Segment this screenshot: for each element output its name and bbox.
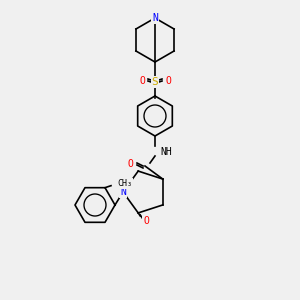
- Text: S: S: [152, 77, 158, 87]
- Text: NH: NH: [160, 147, 172, 157]
- Text: N: N: [120, 187, 126, 197]
- Text: O: O: [127, 159, 133, 169]
- Text: O: O: [165, 76, 171, 86]
- Text: CH₃: CH₃: [117, 179, 132, 188]
- Text: N: N: [152, 13, 158, 23]
- Text: O: O: [139, 76, 145, 86]
- Text: O: O: [143, 216, 149, 226]
